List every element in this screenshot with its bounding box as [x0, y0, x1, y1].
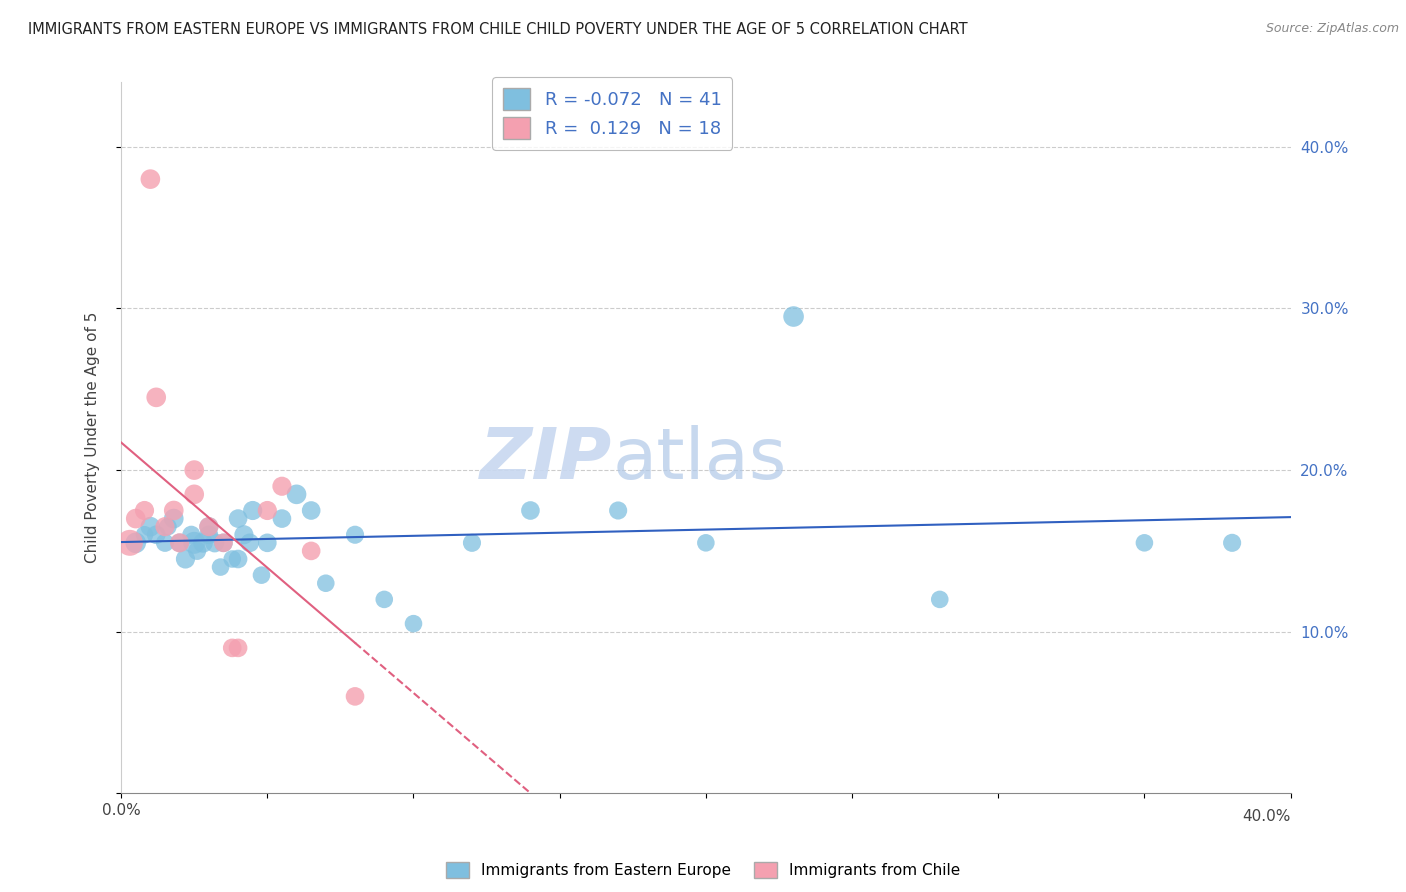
- Point: [183, 463, 205, 477]
- Point: [134, 503, 156, 517]
- Text: atlas: atlas: [612, 425, 787, 493]
- Point: [256, 536, 278, 550]
- Text: 40.0%: 40.0%: [1243, 809, 1291, 824]
- Point: [226, 552, 249, 566]
- Point: [315, 576, 337, 591]
- Point: [145, 527, 167, 541]
- Point: [519, 503, 541, 517]
- Point: [125, 536, 148, 550]
- Point: [250, 568, 273, 582]
- Point: [373, 592, 395, 607]
- Point: [209, 560, 232, 574]
- Point: [607, 503, 630, 517]
- Point: [271, 511, 294, 525]
- Point: [226, 511, 249, 525]
- Point: [186, 544, 208, 558]
- Point: [134, 527, 156, 541]
- Point: [180, 527, 202, 541]
- Point: [145, 390, 167, 404]
- Point: [212, 536, 235, 550]
- Point: [118, 536, 141, 550]
- Point: [191, 536, 214, 550]
- Point: [139, 172, 162, 186]
- Legend: R = -0.072   N = 41, R =  0.129   N = 18: R = -0.072 N = 41, R = 0.129 N = 18: [492, 77, 733, 150]
- Point: [695, 536, 717, 550]
- Point: [782, 310, 804, 324]
- Point: [183, 487, 205, 501]
- Point: [169, 536, 191, 550]
- Point: [153, 519, 176, 533]
- Point: [212, 536, 235, 550]
- Point: [271, 479, 294, 493]
- Point: [239, 536, 262, 550]
- Point: [163, 503, 186, 517]
- Point: [198, 519, 221, 533]
- Point: [232, 527, 254, 541]
- Point: [156, 519, 179, 533]
- Point: [299, 503, 322, 517]
- Point: [461, 536, 484, 550]
- Point: [183, 536, 205, 550]
- Text: Source: ZipAtlas.com: Source: ZipAtlas.com: [1265, 22, 1399, 36]
- Legend: Immigrants from Eastern Europe, Immigrants from Chile: Immigrants from Eastern Europe, Immigran…: [440, 856, 966, 884]
- Point: [344, 527, 367, 541]
- Point: [204, 536, 226, 550]
- Point: [198, 527, 221, 541]
- Point: [344, 690, 367, 704]
- Point: [1220, 536, 1243, 550]
- Point: [198, 519, 221, 533]
- Point: [163, 511, 186, 525]
- Point: [221, 552, 243, 566]
- Point: [285, 487, 308, 501]
- Point: [928, 592, 950, 607]
- Point: [153, 536, 176, 550]
- Y-axis label: Child Poverty Under the Age of 5: Child Poverty Under the Age of 5: [86, 312, 100, 564]
- Text: ZIP: ZIP: [479, 425, 612, 493]
- Point: [169, 536, 191, 550]
- Point: [226, 640, 249, 655]
- Point: [174, 552, 197, 566]
- Point: [125, 511, 148, 525]
- Point: [299, 544, 322, 558]
- Point: [1133, 536, 1156, 550]
- Point: [256, 503, 278, 517]
- Text: IMMIGRANTS FROM EASTERN EUROPE VS IMMIGRANTS FROM CHILE CHILD POVERTY UNDER THE : IMMIGRANTS FROM EASTERN EUROPE VS IMMIGR…: [28, 22, 967, 37]
- Point: [242, 503, 264, 517]
- Point: [139, 519, 162, 533]
- Point: [221, 640, 243, 655]
- Point: [402, 616, 425, 631]
